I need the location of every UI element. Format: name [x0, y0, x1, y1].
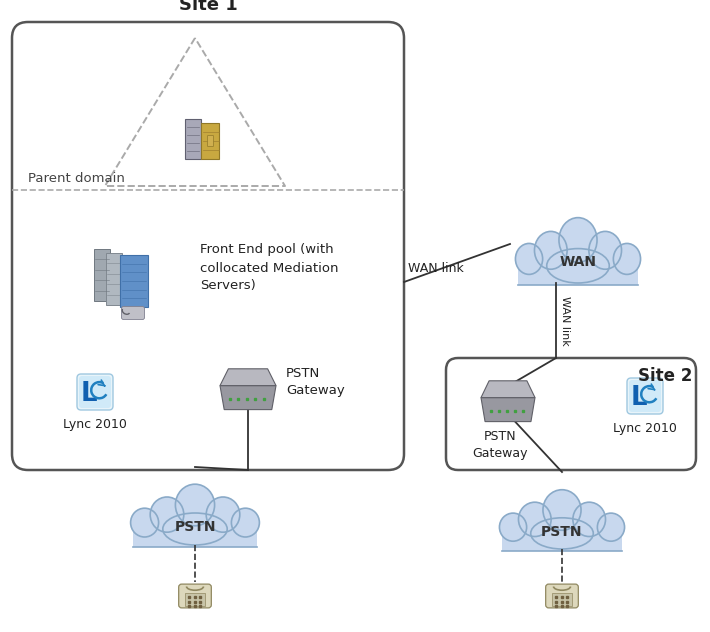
Text: PSTN: PSTN [174, 520, 216, 534]
Ellipse shape [535, 231, 567, 269]
Ellipse shape [499, 513, 527, 541]
FancyBboxPatch shape [201, 123, 219, 159]
FancyBboxPatch shape [185, 119, 201, 159]
Polygon shape [220, 386, 276, 410]
Ellipse shape [131, 508, 158, 537]
FancyBboxPatch shape [133, 523, 256, 547]
FancyBboxPatch shape [629, 380, 661, 412]
Text: WAN: WAN [559, 255, 596, 269]
Text: PSTN: PSTN [541, 525, 583, 539]
Text: WAN link: WAN link [408, 262, 464, 274]
FancyBboxPatch shape [207, 135, 214, 147]
Ellipse shape [543, 490, 581, 530]
Ellipse shape [559, 217, 597, 262]
Text: L: L [630, 385, 647, 411]
FancyBboxPatch shape [79, 376, 111, 408]
FancyBboxPatch shape [94, 249, 110, 301]
Text: PSTN
Gateway: PSTN Gateway [472, 430, 528, 460]
FancyBboxPatch shape [120, 255, 148, 307]
Text: Parent domain: Parent domain [28, 171, 125, 185]
Ellipse shape [530, 518, 594, 549]
Text: WAN link: WAN link [560, 296, 570, 345]
Ellipse shape [163, 513, 227, 545]
Ellipse shape [597, 513, 625, 541]
Ellipse shape [589, 231, 621, 269]
Text: L: L [80, 381, 97, 407]
Polygon shape [481, 381, 535, 398]
Ellipse shape [206, 497, 240, 532]
FancyBboxPatch shape [77, 374, 113, 410]
Ellipse shape [613, 243, 640, 274]
Ellipse shape [573, 502, 606, 537]
FancyBboxPatch shape [179, 584, 212, 608]
Ellipse shape [175, 484, 214, 526]
Ellipse shape [547, 248, 609, 283]
FancyBboxPatch shape [518, 259, 638, 285]
FancyBboxPatch shape [546, 584, 579, 608]
FancyBboxPatch shape [185, 593, 205, 605]
Text: Site 2: Site 2 [638, 367, 692, 385]
FancyBboxPatch shape [502, 527, 622, 550]
FancyBboxPatch shape [627, 378, 663, 414]
Text: Front End pool (with
collocated Mediation
Servers): Front End pool (with collocated Mediatio… [200, 243, 339, 293]
Ellipse shape [518, 502, 551, 537]
FancyBboxPatch shape [552, 593, 572, 605]
Ellipse shape [231, 508, 259, 537]
Text: PSTN
Gateway: PSTN Gateway [286, 367, 345, 397]
Text: Site 1: Site 1 [179, 0, 237, 14]
FancyBboxPatch shape [106, 253, 122, 305]
Ellipse shape [151, 497, 184, 532]
Text: Lync 2010: Lync 2010 [63, 418, 127, 431]
Polygon shape [481, 398, 535, 422]
FancyBboxPatch shape [121, 307, 145, 320]
Text: Lync 2010: Lync 2010 [613, 422, 677, 435]
Polygon shape [220, 369, 276, 386]
Ellipse shape [515, 243, 542, 274]
